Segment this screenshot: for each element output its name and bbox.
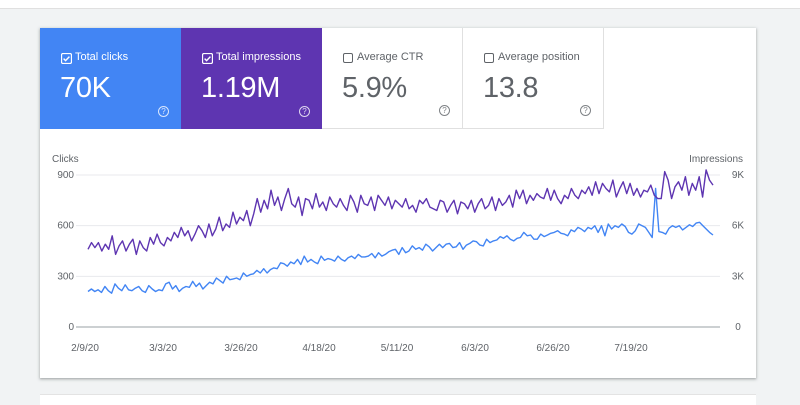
y-axis-title-right: Impressions: [689, 154, 743, 165]
metric-value: 1.19M: [201, 72, 281, 104]
metric-tabs: Total clicks 70K ? Total impressions 1.1…: [40, 28, 604, 130]
clicks-series-line: [87, 187, 714, 294]
checkbox-checked-icon[interactable]: [202, 53, 213, 64]
y-tick-label-right: 0: [735, 322, 741, 333]
y-tick-label: 900: [57, 170, 74, 181]
performance-card: Total clicks 70K ? Total impressions 1.1…: [40, 28, 756, 378]
help-icon[interactable]: ?: [158, 106, 169, 117]
help-icon[interactable]: ?: [299, 106, 310, 117]
checkbox-checked-icon[interactable]: [61, 53, 72, 64]
x-tick-label: 4/18/20: [302, 343, 336, 354]
x-tick-label: 6/3/20: [461, 343, 489, 354]
x-tick-label: 2/9/20: [71, 343, 99, 354]
y-tick-label-right: 3K: [732, 271, 745, 282]
y-tick-label: 300: [57, 271, 74, 282]
y-tick-label-right: 9K: [732, 170, 745, 181]
metric-value: 13.8: [483, 72, 539, 104]
metric-label: Average position: [498, 51, 580, 63]
x-tick-label: 7/19/20: [614, 343, 648, 354]
y-tick-label: 0: [68, 322, 74, 333]
impressions-series-line: [87, 169, 714, 256]
y-axis-title: Clicks: [52, 154, 79, 165]
x-tick-label: 3/3/20: [149, 343, 177, 354]
y-tick-label-right: 6K: [732, 221, 745, 232]
checkbox-unchecked-icon[interactable]: [343, 53, 353, 63]
checkbox-unchecked-icon[interactable]: [484, 53, 494, 63]
help-icon[interactable]: ?: [439, 105, 450, 116]
x-tick-label: 6/26/20: [536, 343, 570, 354]
y-tick-label: 600: [57, 221, 74, 232]
metric-value: 5.9%: [342, 72, 407, 104]
metric-label: Average CTR: [357, 51, 424, 63]
metric-value: 70K: [60, 72, 111, 104]
metric-label: Total clicks: [75, 51, 129, 63]
performance-chart: 900 9K 600 6K 300 3K 0 0 Clicks Impressions 2/9/20…: [52, 154, 745, 354]
metric-tab-total-impressions[interactable]: Total impressions 1.19M ?: [181, 28, 322, 129]
metric-label: Total impressions: [216, 51, 301, 63]
x-tick-label: 3/26/20: [224, 343, 258, 354]
metric-tab-average-position[interactable]: Average position 13.8 ?: [463, 28, 604, 129]
help-icon[interactable]: ?: [580, 105, 591, 116]
top-app-bar-edge: [0, 0, 800, 9]
metric-tab-total-clicks[interactable]: Total clicks 70K ?: [40, 28, 181, 129]
x-tick-label: 5/11/20: [381, 343, 414, 354]
metric-tab-average-ctr[interactable]: Average CTR 5.9% ?: [322, 28, 463, 129]
